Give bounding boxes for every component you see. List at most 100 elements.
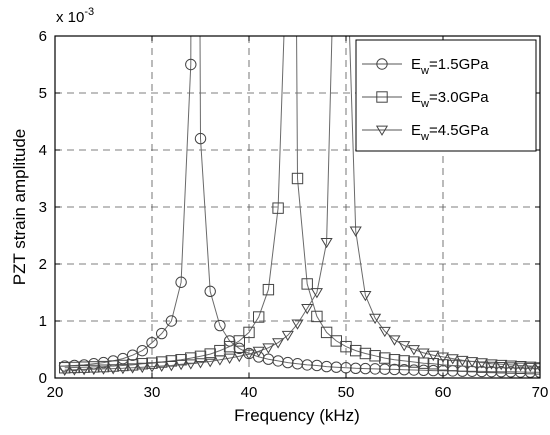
data-point (136, 362, 149, 374)
data-point (379, 363, 391, 375)
data-point (378, 326, 391, 338)
legend-label-sub: w (420, 65, 429, 77)
data-point (291, 172, 304, 185)
data-point (369, 350, 381, 362)
data-point (417, 364, 430, 377)
y-scale-label: x 10-3 (56, 6, 94, 26)
data-point (447, 359, 459, 372)
data-point (301, 278, 313, 290)
data-point (243, 326, 255, 339)
y-tick-label: 2 (39, 256, 47, 273)
data-point (505, 362, 517, 374)
data-point (165, 315, 178, 327)
legend-entry: Ew=1.5GPa (362, 56, 489, 77)
data-point (194, 350, 207, 363)
data-point (330, 335, 343, 347)
data-point (175, 359, 188, 371)
data-point (398, 355, 410, 367)
data-point (204, 357, 217, 368)
legend-marker (375, 125, 389, 136)
y-tick-label: 6 (39, 28, 47, 45)
data-point (291, 319, 304, 330)
series-group (58, 36, 540, 378)
data-point (350, 362, 362, 375)
data-point (310, 288, 323, 299)
data-point (184, 359, 197, 370)
data-point (126, 363, 139, 374)
data-point (408, 364, 420, 376)
data-point (350, 344, 362, 357)
legend-label: Ew=3.0GPa (411, 89, 489, 110)
data-point (427, 358, 440, 370)
data-point (398, 364, 410, 376)
data-point (456, 360, 469, 372)
data-point (359, 362, 372, 375)
data-point (185, 352, 197, 364)
data-point (68, 365, 81, 376)
axis-ticks: 20 30 40 50 60 70 0 1 2 3 4 5 6 (39, 28, 549, 401)
data-point (514, 361, 527, 372)
data-point (359, 290, 372, 302)
legend-label-main: E (411, 122, 421, 139)
x-tick-label: 30 (144, 384, 161, 401)
data-point (495, 362, 507, 374)
data-point (146, 336, 158, 349)
data-point (107, 364, 120, 375)
data-point (272, 202, 284, 214)
data-point (281, 330, 294, 342)
data-point (524, 362, 536, 375)
legend-marker (376, 58, 388, 70)
data-point (485, 359, 498, 370)
data-point (437, 359, 449, 371)
x-tick-label: 40 (241, 384, 258, 401)
data-point (514, 362, 527, 375)
data-point (136, 344, 149, 357)
legend-label-sub: w (420, 98, 429, 110)
legend-label: Ew=4.5GPa (411, 122, 489, 143)
data-point (320, 326, 333, 339)
data-point (78, 365, 91, 376)
x-tick-label: 60 (435, 384, 452, 401)
legend-entry: Ew=3.0GPa (362, 89, 489, 110)
data-point (388, 335, 401, 346)
data-point (242, 349, 256, 360)
data-point (330, 361, 342, 373)
data-point (58, 365, 71, 376)
data-point (340, 362, 352, 374)
data-point (262, 343, 275, 354)
data-point (466, 357, 479, 368)
y-scale-exponent: -3 (84, 6, 94, 18)
data-point (175, 276, 187, 288)
data-point (485, 361, 498, 374)
y-axis-label: PZT strain amplitude (10, 129, 29, 286)
series-triangle-down (58, 36, 540, 376)
data-point (446, 354, 459, 365)
y-tick-label: 3 (39, 199, 47, 216)
data-point (223, 353, 236, 364)
data-point (282, 356, 294, 369)
data-point (233, 351, 246, 363)
legend-box (355, 39, 537, 152)
data-point (97, 364, 110, 375)
data-point (185, 58, 197, 71)
data-point (233, 342, 246, 355)
data-point (320, 237, 333, 249)
x-tick-label: 50 (338, 384, 355, 401)
legend-label-main: E (411, 56, 421, 73)
y-tick-label: 4 (39, 142, 47, 159)
data-point (311, 310, 323, 323)
data-point (194, 358, 207, 369)
data-point (340, 340, 352, 353)
data-point (126, 349, 139, 361)
y-tick-label: 1 (39, 313, 47, 330)
data-point (388, 363, 401, 376)
data-point (417, 348, 430, 359)
legend-label-rest: =1.5GPa (429, 56, 489, 73)
legend-label-sub: w (420, 131, 429, 143)
x-tick-label: 20 (47, 384, 64, 401)
data-point (204, 285, 216, 298)
data-point (408, 356, 420, 368)
data-point (194, 132, 207, 145)
